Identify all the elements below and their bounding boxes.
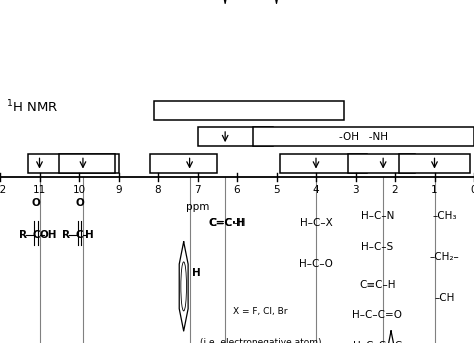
Text: 4: 4 <box>313 185 319 195</box>
Bar <box>150 154 217 173</box>
Text: –CH₃: –CH₃ <box>432 211 456 221</box>
Text: ppm: ppm <box>186 202 209 212</box>
Text: C: C <box>76 230 83 240</box>
Text: H: H <box>85 230 94 240</box>
Text: (i.e. electronegative atom): (i.e. electronegative atom) <box>200 338 321 343</box>
Text: H: H <box>192 268 201 278</box>
Bar <box>347 154 415 173</box>
Text: 7: 7 <box>194 185 201 195</box>
Bar <box>59 154 115 173</box>
Text: O: O <box>32 198 41 208</box>
Bar <box>253 127 474 146</box>
Text: 10: 10 <box>73 185 86 195</box>
Text: H–C–X: H–C–X <box>300 218 332 228</box>
Text: 3: 3 <box>352 185 359 195</box>
Text: O: O <box>75 198 84 208</box>
Bar <box>399 154 470 173</box>
Text: -OH   -NH: -OH -NH <box>339 132 388 142</box>
Bar <box>198 127 273 146</box>
Text: 5: 5 <box>273 185 280 195</box>
Text: C: C <box>33 230 40 240</box>
Text: $^{1}$H NMR: $^{1}$H NMR <box>6 98 59 115</box>
Text: R: R <box>19 230 27 240</box>
Text: 2: 2 <box>392 185 398 195</box>
Text: H–C–C=C: H–C–C=C <box>353 341 402 343</box>
Text: H–C–N: H–C–N <box>361 211 394 221</box>
Text: H–C–O: H–C–O <box>299 259 333 269</box>
Text: 11: 11 <box>33 185 46 195</box>
Text: X = F, Cl, Br: X = F, Cl, Br <box>234 307 288 316</box>
Text: 1: 1 <box>431 185 438 195</box>
Bar <box>154 101 344 120</box>
Text: H–C–S: H–C–S <box>361 242 393 252</box>
Text: –CH: –CH <box>434 293 455 303</box>
Text: C≡C–H: C≡C–H <box>359 280 395 289</box>
Bar <box>281 154 367 173</box>
Text: R: R <box>63 230 70 240</box>
Text: C=C–H: C=C–H <box>209 218 246 228</box>
Text: 6: 6 <box>234 185 240 195</box>
Text: 12: 12 <box>0 185 7 195</box>
Text: OH: OH <box>39 230 57 240</box>
Bar <box>27 154 118 173</box>
Text: H–C–C=O: H–C–C=O <box>352 310 402 320</box>
Text: 9: 9 <box>115 185 122 195</box>
Text: 8: 8 <box>155 185 161 195</box>
Text: C=C·H: C=C·H <box>209 218 246 228</box>
Text: 0: 0 <box>471 185 474 195</box>
Text: –CH₂–: –CH₂– <box>429 252 459 262</box>
